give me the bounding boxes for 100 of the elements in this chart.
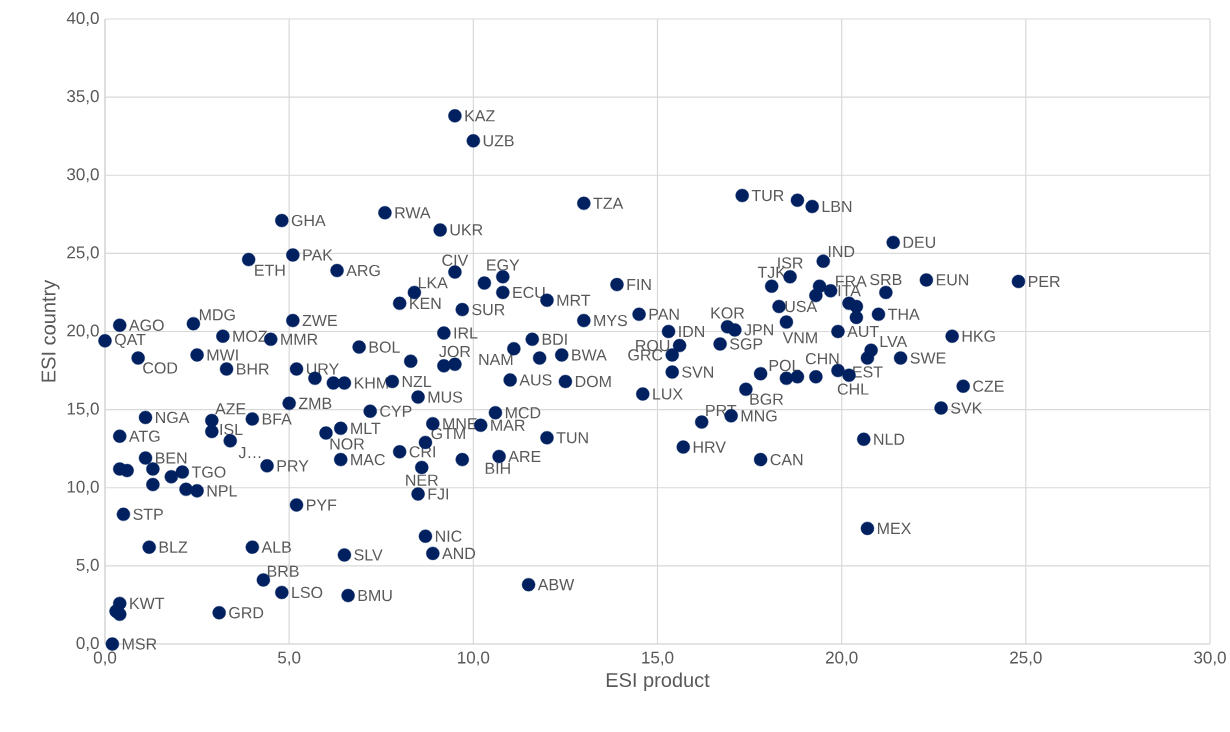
data-label: IDN [679, 325, 704, 337]
data-label: LKA [418, 277, 448, 289]
y-tick-label: 0,0 [76, 636, 99, 652]
data-label: BDI [542, 333, 567, 345]
data-label: AZE [215, 403, 246, 415]
data-label: NER [406, 474, 438, 486]
data-label: LBN [822, 200, 852, 212]
y-tick-label: 35,0 [67, 90, 99, 105]
data-label: MYS [594, 314, 627, 327]
data-label: MRT [557, 294, 591, 306]
data-label: SLV [354, 549, 383, 561]
data-label: MCD [505, 407, 541, 419]
data-label: CAN [770, 453, 803, 466]
data-label: JPN [744, 324, 773, 336]
x-tick-label: 10,0 [458, 651, 490, 666]
x-tick-label: 15,0 [642, 651, 674, 666]
data-label: BLZ [159, 541, 188, 553]
data-label: SGP [730, 338, 763, 350]
data-label: PAK [303, 249, 333, 261]
data-label: CHL [837, 383, 869, 395]
data-label: COD [143, 362, 178, 374]
x-tick-label: 0,0 [93, 651, 117, 666]
data-label: DOM [575, 375, 611, 388]
data-label: BEN [156, 452, 187, 464]
data-label: MNG [741, 410, 777, 422]
data-label: VNM [782, 332, 817, 344]
y-tick-label: 40,0 [66, 11, 99, 27]
y-tick-label: 15,0 [67, 402, 99, 417]
data-label: FIN [627, 279, 651, 291]
y-tick-label: 5,0 [76, 558, 99, 573]
data-label: NZL [402, 375, 432, 387]
data-label: HRV [693, 441, 726, 453]
x-tick-label: 30,0 [1194, 651, 1226, 666]
data-label: PRY [277, 460, 309, 472]
data-label: ITA [838, 285, 861, 297]
data-label: MAR [491, 419, 525, 431]
data-label: MDG [199, 309, 235, 321]
data-label: MUS [428, 391, 463, 403]
data-label: ZWE [302, 315, 337, 327]
data-label: BGR [750, 393, 784, 405]
data-label: CHN [805, 353, 839, 365]
data-label: SVK [951, 402, 983, 414]
data-label: NAM [479, 353, 513, 365]
data-label: GRD [229, 607, 264, 619]
data-label: SUR [472, 303, 505, 316]
data-label: ABW [537, 579, 575, 591]
data-label: PAN [649, 308, 679, 320]
data-label: CYP [380, 405, 412, 417]
y-tick-label: 10,0 [67, 480, 99, 495]
x-tick-label: 20,0 [825, 651, 858, 666]
data-label: SRB [870, 273, 902, 286]
data-label: TZA [593, 197, 624, 209]
y-tick-label: 30,0 [67, 168, 99, 183]
y-tick-label: 20,0 [67, 324, 99, 339]
data-label: EUN [936, 274, 969, 286]
data-label: AUS [519, 374, 552, 386]
data-label: ATG [128, 430, 160, 442]
data-label: AND [442, 547, 476, 559]
data-label: ALB [261, 541, 291, 553]
data-label: ETH [255, 264, 285, 276]
data-label: TUR [751, 189, 784, 202]
data-label: MSR [122, 638, 157, 650]
data-label: UKR [450, 224, 483, 236]
data-label: MAC [351, 453, 385, 466]
data-label: KOR [711, 307, 745, 319]
data-label: PYF [307, 499, 337, 511]
data-label: NIC [435, 530, 462, 542]
data-label: ECU [513, 286, 545, 299]
y-axis-title: ESI country [41, 279, 60, 382]
data-label: ISL [220, 423, 243, 436]
data-label: BOL [369, 341, 400, 353]
data-label: JOR [439, 345, 471, 358]
data-label: AUT [847, 325, 879, 338]
data-label: IRL [454, 327, 478, 339]
data-label: THA [888, 308, 920, 320]
data-label: UZB [483, 135, 514, 147]
data-label: BWA [572, 349, 607, 361]
data-label: LVA [880, 336, 908, 348]
data-label: GHA [291, 214, 326, 227]
data-label: MEX [877, 522, 911, 534]
data-label: ARG [346, 264, 380, 277]
data-label: BIH [485, 462, 510, 474]
y-tick-label: 25,0 [67, 246, 99, 261]
data-label: J… [238, 447, 261, 459]
x-tick-label: 25,0 [1010, 651, 1042, 666]
data-label: LUX [653, 388, 683, 400]
data-label: USA [785, 300, 818, 313]
data-label: FJI [428, 488, 449, 500]
data-label: ARE [508, 450, 541, 462]
data-label: KEN [410, 297, 441, 309]
data-label: FRA [836, 275, 867, 287]
data-label: AGO [128, 319, 164, 331]
data-label: NOR [330, 438, 365, 450]
data-label: NGA [156, 411, 190, 424]
data-label: BFA [262, 413, 292, 425]
data-label: GTM [431, 427, 465, 440]
data-label: KAZ [465, 110, 495, 122]
data-label: KWT [130, 597, 165, 609]
data-label: TGO [191, 466, 226, 478]
data-label: SWE [910, 352, 946, 364]
